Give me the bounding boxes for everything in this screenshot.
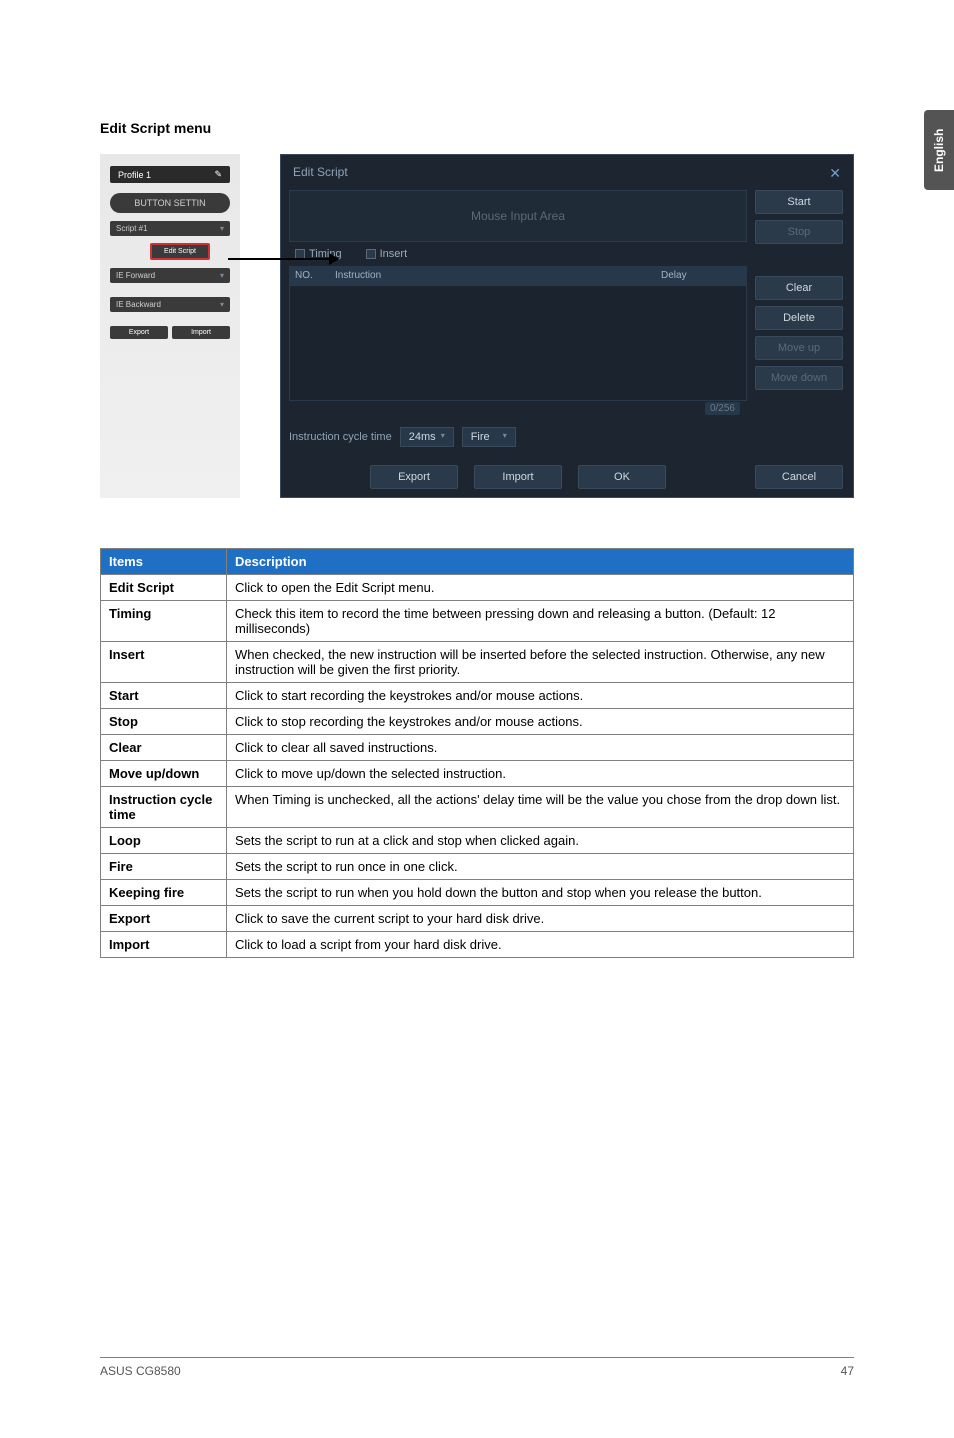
profile-selector[interactable]: Profile 1 ✎ <box>110 166 230 183</box>
col-delay: Delay <box>661 270 741 281</box>
import-button[interactable]: Import <box>474 465 562 489</box>
edit-script-dialog: Edit Script ✕ Mouse Input Area Timing In… <box>280 154 854 498</box>
row-description: Click to stop recording the keystrokes a… <box>227 709 854 735</box>
row-description: Click to start recording the keystrokes … <box>227 683 854 709</box>
row-description: Sets the script to run once in one click… <box>227 854 854 880</box>
cycle-time-label: Instruction cycle time <box>289 431 392 443</box>
mouse-input-area[interactable]: Mouse Input Area <box>289 190 747 242</box>
page-footer: ASUS CG8580 47 <box>100 1357 854 1378</box>
dialog-title: Edit Script <box>293 165 348 182</box>
chevron-down-icon: ▾ <box>220 271 224 280</box>
table-row: InsertWhen checked, the new instruction … <box>101 642 854 683</box>
row-label: Loop <box>101 828 227 854</box>
edit-script-button[interactable]: Edit Script <box>150 243 210 260</box>
ie-backward-selector[interactable]: IE Backward ▾ <box>110 297 230 312</box>
ie-forward-label: IE Forward <box>116 271 155 280</box>
chevron-down-icon: ▾ <box>503 431 507 443</box>
row-description: When Timing is unchecked, all the action… <box>227 787 854 828</box>
row-description: Check this item to record the time betwe… <box>227 601 854 642</box>
export-button[interactable]: Export <box>370 465 458 489</box>
col-instruction: Instruction <box>335 270 661 281</box>
row-label: Move up/down <box>101 761 227 787</box>
move-up-button[interactable]: Move up <box>755 336 843 360</box>
row-description: When checked, the new instruction will b… <box>227 642 854 683</box>
table-row: FireSets the script to run once in one c… <box>101 854 854 880</box>
row-description: Click to move up/down the selected instr… <box>227 761 854 787</box>
table-row: Move up/downClick to move up/down the se… <box>101 761 854 787</box>
script-selector[interactable]: Script #1 ▾ <box>110 221 230 236</box>
table-row: Instruction cycle timeWhen Timing is unc… <box>101 787 854 828</box>
table-row: TimingCheck this item to record the time… <box>101 601 854 642</box>
start-button[interactable]: Start <box>755 190 843 214</box>
row-label: Timing <box>101 601 227 642</box>
move-down-button[interactable]: Move down <box>755 366 843 390</box>
chevron-down-icon: ▾ <box>220 224 224 233</box>
table-row: ExportClick to save the current script t… <box>101 906 854 932</box>
edit-icon: ✎ <box>214 169 222 180</box>
row-label: Export <box>101 906 227 932</box>
ie-backward-label: IE Backward <box>116 300 161 309</box>
row-description: Click to load a script from your hard di… <box>227 932 854 958</box>
instruction-list[interactable]: 0/256 <box>289 285 747 401</box>
instruction-list-header: NO. Instruction Delay <box>289 266 747 285</box>
insert-label: Insert <box>380 248 408 260</box>
chevron-down-icon: ▾ <box>441 431 445 443</box>
ok-button[interactable]: OK <box>578 465 666 489</box>
row-description: Click to open the Edit Script menu. <box>227 575 854 601</box>
script-num-label: Script #1 <box>116 224 148 233</box>
row-label: Stop <box>101 709 227 735</box>
header-items: Items <box>101 549 227 575</box>
table-row: Keeping fireSets the script to run when … <box>101 880 854 906</box>
header-description: Description <box>227 549 854 575</box>
cycle-time-value: 24ms <box>409 431 436 443</box>
chevron-down-icon: ▾ <box>220 300 224 309</box>
fire-mode-value: Fire <box>471 431 490 443</box>
cycle-time-dropdown[interactable]: 24ms ▾ <box>400 427 454 447</box>
instruction-counter: 0/256 <box>705 402 740 415</box>
import-button-small[interactable]: Import <box>172 326 230 339</box>
row-label: Keeping fire <box>101 880 227 906</box>
row-description: Click to save the current script to your… <box>227 906 854 932</box>
row-description: Sets the script to run when you hold dow… <box>227 880 854 906</box>
col-no: NO. <box>295 270 335 281</box>
fire-mode-dropdown[interactable]: Fire ▾ <box>462 427 516 447</box>
cancel-button[interactable]: Cancel <box>755 465 843 489</box>
row-label: Edit Script <box>101 575 227 601</box>
row-label: Clear <box>101 735 227 761</box>
row-description: Sets the script to run at a click and st… <box>227 828 854 854</box>
callout-arrow <box>228 258 338 260</box>
stop-button[interactable]: Stop <box>755 220 843 244</box>
close-icon[interactable]: ✕ <box>829 165 841 182</box>
footer-right: 47 <box>841 1364 854 1378</box>
row-label: Fire <box>101 854 227 880</box>
table-row: Edit ScriptClick to open the Edit Script… <box>101 575 854 601</box>
section-heading: Edit Script menu <box>100 120 854 136</box>
table-row: ClearClick to clear all saved instructio… <box>101 735 854 761</box>
row-label: Instruction cycle time <box>101 787 227 828</box>
sidebar-panel: Profile 1 ✎ BUTTON SETTIN Script #1 ▾ Ed… <box>100 154 240 498</box>
language-tab: English <box>924 110 954 190</box>
row-label: Start <box>101 683 227 709</box>
row-label: Import <box>101 932 227 958</box>
profile-label: Profile 1 <box>118 170 151 180</box>
page-content: Edit Script menu Profile 1 ✎ BUTTON SETT… <box>0 0 954 958</box>
ie-forward-selector[interactable]: IE Forward ▾ <box>110 268 230 283</box>
delete-button[interactable]: Delete <box>755 306 843 330</box>
table-row: ImportClick to load a script from your h… <box>101 932 854 958</box>
figure-row: Profile 1 ✎ BUTTON SETTIN Script #1 ▾ Ed… <box>100 154 854 498</box>
button-settings-tab[interactable]: BUTTON SETTIN <box>110 193 230 213</box>
table-row: StartClick to start recording the keystr… <box>101 683 854 709</box>
description-table: Items Description Edit ScriptClick to op… <box>100 548 854 958</box>
table-row: StopClick to stop recording the keystrok… <box>101 709 854 735</box>
insert-checkbox[interactable]: Insert <box>366 248 408 260</box>
clear-button[interactable]: Clear <box>755 276 843 300</box>
export-button-small[interactable]: Export <box>110 326 168 339</box>
row-description: Click to clear all saved instructions. <box>227 735 854 761</box>
footer-left: ASUS CG8580 <box>100 1364 181 1378</box>
table-row: LoopSets the script to run at a click an… <box>101 828 854 854</box>
row-label: Insert <box>101 642 227 683</box>
